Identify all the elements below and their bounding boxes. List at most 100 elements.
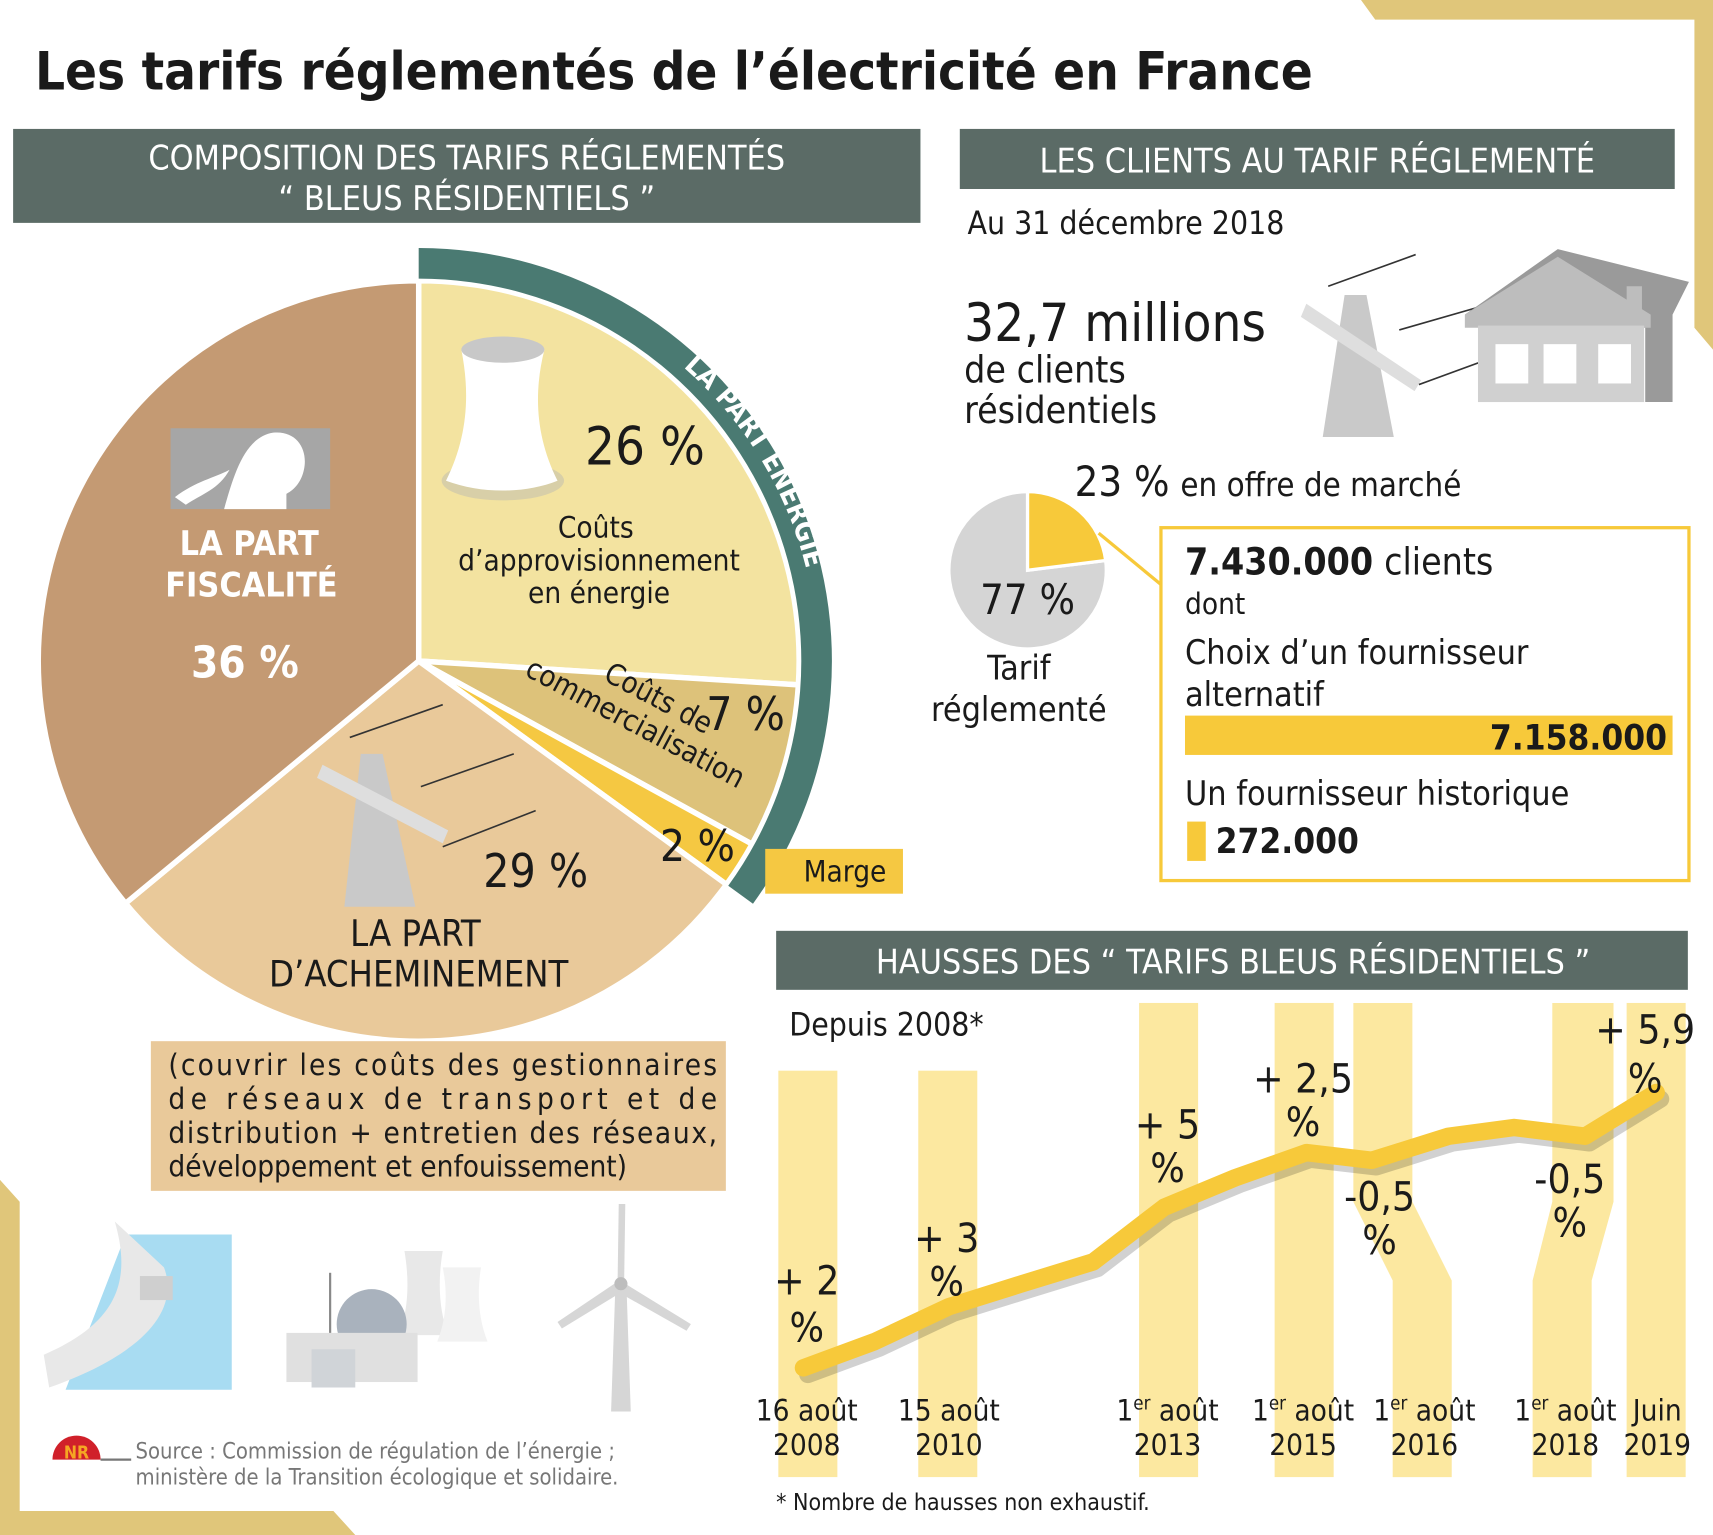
energie-label-2: d’approvisionnement <box>458 543 740 577</box>
svg-text:(couvrir les coûts des gestion: (couvrir les coûts des gestionnaires <box>168 1048 717 1082</box>
alt-label-1: Choix d’un fournisseur <box>1185 633 1529 672</box>
hausses-footnote: * Nombre de hausses non exhaustif. <box>776 1490 1150 1516</box>
wind-turbine-icon <box>557 1203 691 1412</box>
event-column <box>918 1070 978 1478</box>
nr-logo: NR <box>52 1435 132 1464</box>
event-label-unit: % <box>1553 1199 1588 1247</box>
event-label-value: -0,5 <box>1344 1173 1415 1221</box>
event-label-unit: % <box>929 1258 964 1306</box>
event-date-line2: 2019 <box>1623 1428 1691 1462</box>
market-breakdown-box <box>1159 526 1691 883</box>
alt-supplier-bar <box>1184 715 1673 755</box>
regulated-label-1: Tarif <box>986 649 1052 688</box>
event-date-line2: 2016 <box>1391 1428 1459 1462</box>
acheminement-label-2: D’ACHEMINEMENT <box>269 954 568 996</box>
energie-label-3: en énergie <box>528 576 670 610</box>
event-date-line2: 2018 <box>1532 1428 1600 1462</box>
fiscalite-pct: 36 % <box>191 637 299 688</box>
event-date-line2: 2008 <box>773 1428 841 1462</box>
marge-pct: 2 % <box>660 821 735 872</box>
pylon-icon <box>317 703 536 907</box>
clients-total-sub1: de clients <box>964 348 1126 391</box>
event-date-line2: 2015 <box>1269 1428 1337 1462</box>
dam-icon <box>43 1221 232 1390</box>
source-line2: ministère de la Transition écologique et… <box>136 1466 619 1491</box>
fiscalite-label-2: FISCALITÉ <box>165 565 337 605</box>
event-label-value: + 2,5 <box>1253 1055 1353 1103</box>
pie-slice-acheminement <box>121 657 731 1044</box>
energie-pct: 26 % <box>585 416 705 477</box>
market-label: en offre de marché <box>1180 466 1461 504</box>
marianne-logo <box>170 428 331 510</box>
event-label-value: + 5,9 <box>1595 1005 1695 1053</box>
svg-text:de réseaux de transport et de: de réseaux de transport et de <box>168 1082 717 1116</box>
event-column <box>1353 1002 1452 1478</box>
market-count-unit: clients <box>1384 541 1493 584</box>
event-label-unit: % <box>1286 1098 1321 1146</box>
event-date-line1: 1er août <box>1116 1393 1218 1427</box>
pie-slice-market <box>1025 489 1108 573</box>
dont-label: dont <box>1185 587 1245 621</box>
hist-supplier-bar <box>1187 821 1206 861</box>
market-count: 7.430.000 <box>1185 541 1373 584</box>
house-icon <box>1464 249 1689 403</box>
alt-label-2: alternatif <box>1185 675 1325 714</box>
event-date-line1: Juin <box>1631 1393 1682 1427</box>
event-label-value: + 5 <box>1135 1100 1200 1148</box>
clients-header-text: LES CLIENTS AU TARIF RÉGLEMENTÉ <box>1039 141 1595 181</box>
energie-label-1: Coûts <box>558 511 634 545</box>
acheminement-pct: 29 % <box>483 844 588 898</box>
acheminement-note-box <box>150 1041 726 1191</box>
event-label-value: -0,5 <box>1534 1155 1605 1203</box>
event-label-unit: % <box>1150 1144 1185 1192</box>
hausses-header-text: HAUSSES DES “ TARIFS BLEUS RÉSIDENTIELS … <box>876 941 1590 981</box>
composition-header-line2: “ BLEUS RÉSIDENTIELS ” <box>278 178 655 218</box>
clients-pie <box>947 489 1108 651</box>
pylon-icon <box>1300 253 1575 438</box>
page-title: Les tarifs réglementés de l’électricité … <box>35 42 1313 103</box>
callout-line <box>1097 531 1162 586</box>
nuclear-plant-icon <box>286 1250 488 1388</box>
pie-slice-commercialisation <box>417 658 802 848</box>
commercialisation-pct: 7 % <box>706 687 785 741</box>
event-label-value: + 3 <box>914 1214 979 1262</box>
energie-arc <box>418 248 832 904</box>
market-pct: 23 % <box>1075 457 1170 506</box>
composition-header-line1: COMPOSITION DES TARIFS RÉGLEMENTÉS <box>148 137 785 177</box>
hist-label: Un fournisseur historique <box>1185 774 1569 813</box>
clients-date: Au 31 décembre 2018 <box>967 206 1284 242</box>
event-label-value: + 2 <box>774 1257 839 1305</box>
marge-label-box <box>765 848 903 894</box>
event-date-line1: 1er août <box>1373 1393 1475 1427</box>
event-column <box>1274 1002 1334 1478</box>
composition-header <box>13 128 921 223</box>
svg-text:NR: NR <box>64 1444 89 1464</box>
hausses-subtitle: Depuis 2008* <box>789 1008 983 1044</box>
clients-header <box>959 128 1675 190</box>
event-date-line1: 1er août <box>1252 1393 1354 1427</box>
event-column <box>1139 1002 1199 1478</box>
acheminement-label-1: LA PART <box>350 913 481 955</box>
svg-text:développement et enfouissement: développement et enfouissement) <box>168 1150 627 1184</box>
regulated-pct: 77 % <box>980 575 1075 624</box>
event-date-line2: 2010 <box>915 1428 983 1462</box>
tariff-line <box>794 1083 1665 1377</box>
source-line1: Source : Commission de régulation de l’é… <box>136 1440 615 1465</box>
marge-label: Marge <box>804 855 887 889</box>
clients-total: 32,7 millions <box>964 293 1266 354</box>
event-label-unit: % <box>1362 1216 1397 1264</box>
alt-value: 7.158.000 <box>1490 718 1667 758</box>
cooling-tower-icon <box>441 336 565 501</box>
event-date-line1: 1er août <box>1514 1393 1616 1427</box>
event-label-unit: % <box>789 1304 824 1352</box>
event-column <box>778 1070 838 1478</box>
event-date-line2: 2013 <box>1134 1428 1202 1462</box>
event-date-line1: 16 août <box>756 1393 858 1427</box>
hist-value: 272.000 <box>1216 822 1359 862</box>
event-column <box>1626 1002 1686 1478</box>
event-date-line1: 15 août <box>898 1393 1000 1427</box>
regulated-label-2: réglementé <box>931 690 1107 729</box>
